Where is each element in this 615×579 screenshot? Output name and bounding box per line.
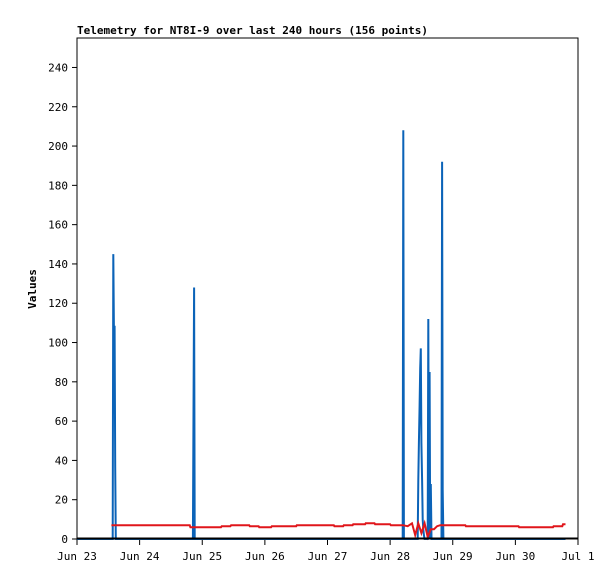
y-tick-label: 220 [48,101,68,114]
y-tick-label: 180 [48,179,68,192]
x-tick-label: Jun 30 [496,550,536,563]
y-tick-label: 160 [48,219,68,232]
x-tick-label: Jun 28 [370,550,410,563]
y-tick-label: 20 [55,494,68,507]
x-tick-label: Jun 29 [433,550,473,563]
x-tick-label: Jun 25 [182,550,222,563]
series-line-2 [111,519,566,541]
y-axis-ticks: 0 20 40 60 80 100 120 140 160 180 200 220 240 [48,61,77,546]
y-tick-label: 200 [48,140,68,153]
y-tick-label: 0 [61,533,68,546]
y-tick-label: 100 [48,337,68,350]
chart-title: Telemetry for NT8I-9 over last 240 hours… [77,24,428,37]
y-tick-label: 120 [48,297,68,310]
x-tick-label: Jun 23 [57,550,97,563]
y-tick-label: 60 [55,415,68,428]
y-axis-label: Values [26,269,39,309]
x-tick-label: Jun 24 [120,550,160,563]
y-tick-label: 40 [55,454,68,467]
y-tick-label: 140 [48,258,68,271]
x-tick-label: Jun 27 [308,550,348,563]
y-tick-label: 80 [55,376,68,389]
y-tick-label: 240 [48,61,68,74]
x-tick-label: Jun 26 [245,550,285,563]
x-axis-ticks: Jun 23 Jun 24 Jun 25 Jun 26 Jun 27 Jun 28 Jun … [57,539,595,563]
x-tick-label: Jul 1 [561,550,594,563]
